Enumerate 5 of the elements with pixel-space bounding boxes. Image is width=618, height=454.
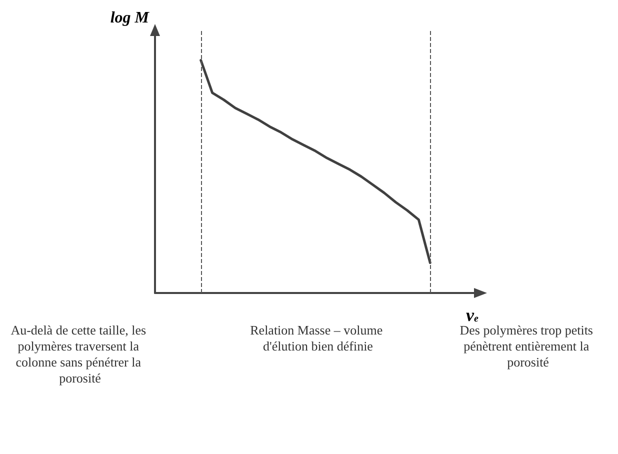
text: Relation Masse – volume d'élution bien définie: [250, 322, 386, 354]
x-axis-title: ve: [466, 305, 479, 325]
text: Des polymères trop petits pénètrent entièrement la porosité: [460, 322, 596, 370]
text: Au-delà de cette taille, les polymères traversent la colonne sans pénétrer la porosité: [10, 322, 150, 386]
y-axis-title: log M: [110, 10, 150, 26]
